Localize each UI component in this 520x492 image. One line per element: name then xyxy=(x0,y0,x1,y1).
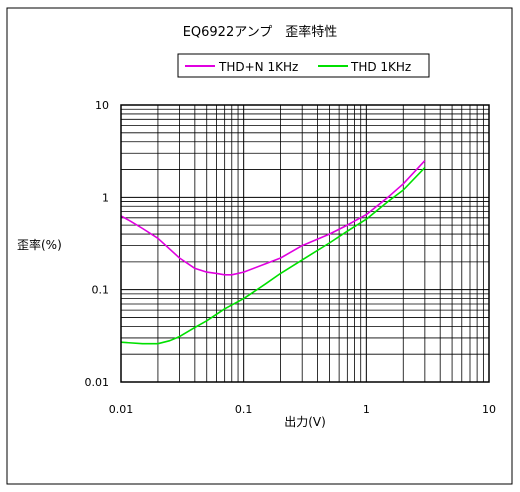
y-tick-label: 10 xyxy=(95,99,109,112)
legend-box xyxy=(177,53,430,78)
series-line-thd-n xyxy=(120,160,426,276)
x-tick-label: 0.01 xyxy=(109,403,134,416)
x-tick-label: 1 xyxy=(363,403,370,416)
legend-label-thd: THD 1KHz xyxy=(350,60,411,74)
y-tick-label: 0.01 xyxy=(85,376,110,389)
y-tick-label: 1 xyxy=(102,191,109,204)
x-tick-label: 10 xyxy=(482,403,496,416)
series-lines xyxy=(120,160,426,345)
y-tick-labels: 10 1 0.1 0.01 xyxy=(85,99,110,389)
plot-border xyxy=(120,104,490,383)
x-tick-labels: 0.01 0.1 1 10 xyxy=(109,403,496,416)
series-line-thd xyxy=(120,167,426,345)
y-axis-label: 歪率(%) xyxy=(17,237,62,252)
legend-label-thd-n: THD+N 1KHz xyxy=(218,60,298,74)
plot-background xyxy=(121,105,489,382)
chart-title: EQ6922アンプ 歪率特性 xyxy=(183,24,338,40)
plot-area: 10 1 0.1 0.01 0.01 0.1 1 10 xyxy=(85,99,497,416)
legend: THD+N 1KHz THD 1KHz xyxy=(177,53,430,78)
x-tick-label: 0.1 xyxy=(235,403,253,416)
x-axis-label: 出力(V) xyxy=(284,415,326,429)
y-tick-label: 0.1 xyxy=(92,284,110,297)
